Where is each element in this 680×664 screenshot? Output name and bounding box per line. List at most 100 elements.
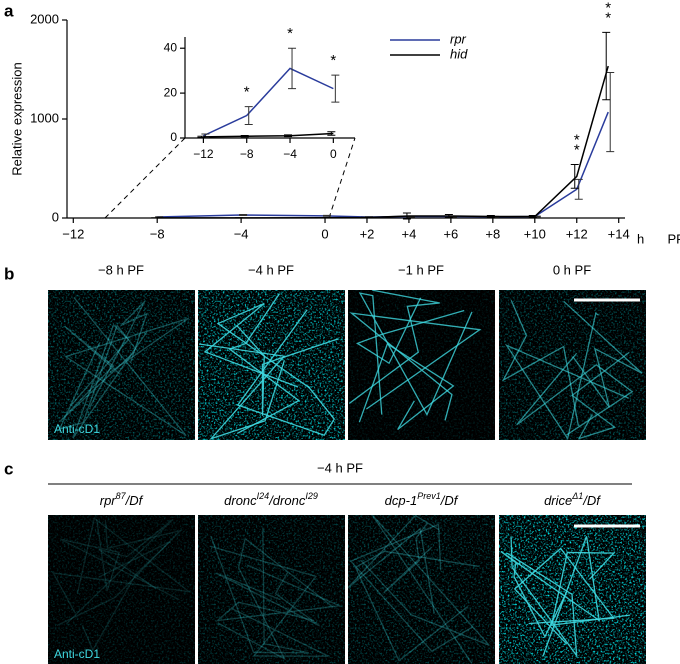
cell-edge (349, 523, 474, 652)
genotype-part: Δ1 (571, 491, 583, 501)
x-tick-label: +4 (402, 226, 417, 241)
cell-edge (210, 545, 329, 657)
x-tick-label: −4 (283, 147, 297, 161)
x-tick-label: +14 (608, 226, 630, 241)
x-tick-label: −12 (193, 147, 214, 161)
cell-edge (56, 519, 183, 627)
genotype-label: droncI24/droncI29 (224, 491, 318, 508)
cell-edge (215, 564, 342, 622)
cell-edge (198, 343, 286, 440)
cell-edge (236, 325, 339, 416)
genotype-part: drice (544, 493, 572, 508)
cell-edge (349, 312, 482, 421)
x-tick-label: −8 (150, 226, 165, 241)
error-bar (327, 131, 336, 136)
cell-edge (81, 540, 171, 652)
series-line (203, 67, 334, 137)
y-tick-label: 40 (164, 40, 178, 54)
genotype-part: /Df (125, 493, 144, 508)
cell-edge (58, 324, 138, 430)
cell-edge (513, 547, 615, 645)
micrograph (48, 515, 195, 664)
image-speckle (348, 515, 495, 664)
cell-edge (504, 311, 629, 440)
x-axis-label: h PF (637, 231, 680, 246)
cell-edge (89, 301, 148, 408)
genotype-part: I29 (305, 491, 318, 501)
cell-edge (563, 300, 643, 408)
error-bar (323, 214, 332, 217)
x-tick-label: −8 (240, 147, 254, 161)
cell-edge (60, 519, 180, 601)
genotype-part: /dronc (268, 493, 306, 508)
micrograph (499, 515, 646, 664)
annotation: * (605, 9, 611, 26)
image-speckle (198, 515, 345, 664)
image-speckle (499, 515, 646, 664)
annotation: * (330, 52, 336, 69)
annotation: * (574, 142, 580, 159)
legend-label: hid (450, 46, 468, 61)
genotype-part: /Df (440, 493, 459, 508)
cell-edge (348, 515, 440, 614)
x-tick-label: +8 (485, 226, 500, 241)
cell-edge (383, 522, 433, 594)
series-line (157, 65, 609, 219)
error-bar (197, 135, 206, 139)
panel-c-heading: −4 h PF (317, 460, 363, 475)
cell-edge (360, 515, 490, 664)
error-bar (444, 214, 453, 219)
cell-edge (500, 536, 601, 657)
cell-edge (203, 302, 310, 389)
panel-label: c (4, 459, 13, 478)
cell-edge (236, 309, 336, 437)
error-bar (486, 215, 495, 219)
y-axis-label: Relative expression (9, 62, 24, 175)
cell-edge (550, 551, 631, 627)
cell-edge (506, 536, 578, 658)
error-bar (602, 31, 611, 101)
micrograph (198, 515, 345, 664)
x-tick-label: −12 (62, 226, 84, 241)
cell-edge (358, 292, 473, 417)
legend-label: rpr (450, 31, 467, 46)
zoom-line (104, 137, 186, 219)
genotype-part: 87 (116, 491, 127, 501)
error-bar (606, 71, 615, 153)
image-title: 0 h PF (553, 262, 591, 277)
y-tick-label: 1000 (30, 110, 59, 125)
cell-edge (64, 297, 189, 437)
genotype-part: dronc (224, 493, 257, 508)
error-bar (244, 106, 253, 126)
error-bar (570, 164, 579, 189)
cell-edge (501, 299, 580, 427)
x-tick-label: +12 (566, 226, 588, 241)
image-title: −8 h PF (98, 262, 144, 277)
cell-edge (210, 527, 309, 654)
cell-edge (228, 293, 301, 435)
x-tick-label: −4 (234, 226, 249, 241)
series-line (203, 132, 334, 138)
cell-edge (355, 297, 465, 365)
stain-label: Anti-cD1 (54, 647, 100, 661)
cell-edge (217, 537, 334, 661)
error-bar (331, 74, 340, 103)
series-line (157, 111, 609, 218)
panel-label: a (4, 1, 14, 20)
genotype-part: dcp-1 (385, 493, 418, 508)
micrograph (499, 290, 646, 440)
y-tick-label: 0 (52, 209, 59, 224)
micrograph (198, 290, 345, 440)
image-title: −4 h PF (248, 262, 294, 277)
x-tick-label: 0 (321, 226, 328, 241)
cell-edge (358, 342, 455, 431)
error-bar (574, 178, 583, 200)
y-tick-label: 20 (164, 85, 178, 99)
error-bar (402, 212, 411, 220)
cell-edge (59, 326, 136, 423)
genotype-part: /Df (582, 493, 601, 508)
cell-edge (66, 518, 174, 625)
error-bar (239, 214, 248, 217)
x-tick-label: +2 (360, 226, 375, 241)
